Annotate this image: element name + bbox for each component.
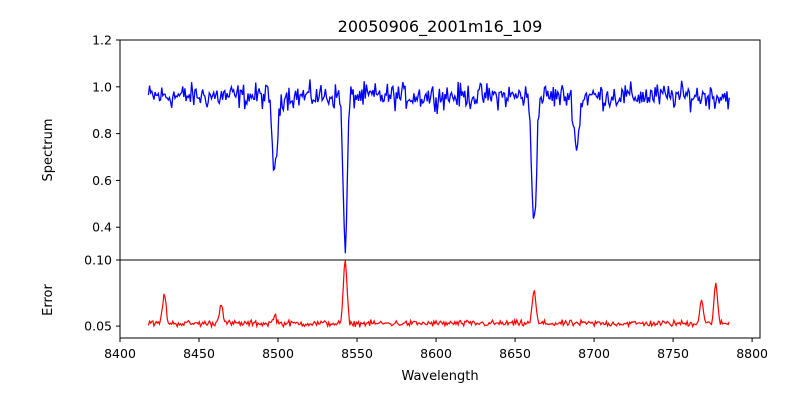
spectrum-y-tick-label: 1.2 — [92, 33, 112, 48]
spectrum-y-tick-label: 1.0 — [92, 79, 112, 94]
x-axis-label: Wavelength — [401, 369, 478, 384]
x-tick-label: 8550 — [341, 346, 373, 361]
error-line — [147, 260, 730, 330]
spectrum-series — [147, 79, 730, 254]
spectrum-y-tick-label: 0.6 — [92, 173, 112, 188]
x-tick-label: 8450 — [183, 346, 215, 361]
spectrum-y-axis-label: Spectrum — [41, 119, 56, 182]
x-tick-label: 8800 — [736, 346, 768, 361]
error-axes-frame — [119, 259, 761, 339]
spectrum-y-tick-label: 0.4 — [92, 220, 112, 235]
x-tick-label: 8400 — [104, 346, 136, 361]
spectrum-y-tick-label: 0.8 — [92, 126, 112, 141]
x-tick-label: 8750 — [657, 346, 689, 361]
error-y-tick-label: 0.05 — [84, 319, 112, 334]
error-panel: 0.05 0.10 8400 8450 8500 8550 8600 8650 8700 875… — [41, 253, 768, 385]
x-tick-label: 8700 — [578, 346, 610, 361]
x-tick-label: 8600 — [420, 346, 452, 361]
error-x-ticks: 8400 8450 8500 8550 8600 8650 8700 8750 8800 — [104, 338, 768, 361]
error-series — [147, 260, 730, 330]
x-tick-label: 8500 — [262, 346, 294, 361]
chart-title: 20050906_2001m16_109 — [338, 17, 543, 37]
error-y-tick-label: 0.10 — [84, 253, 112, 268]
x-tick-label: 8650 — [499, 346, 531, 361]
spectrum-line — [147, 79, 730, 254]
error-y-axis-label: Error — [41, 284, 56, 316]
spectrum-y-ticks: 0.4 0.6 0.8 1.0 1.2 — [92, 33, 120, 235]
error-y-ticks: 0.05 0.10 — [84, 253, 120, 334]
